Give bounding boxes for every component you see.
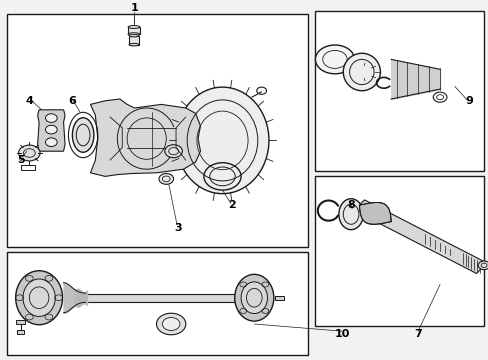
Circle shape	[477, 261, 488, 270]
Text: 3: 3	[174, 223, 182, 233]
Polygon shape	[359, 202, 390, 224]
Ellipse shape	[129, 34, 139, 37]
Ellipse shape	[343, 53, 380, 91]
Circle shape	[45, 114, 57, 122]
Circle shape	[315, 45, 354, 74]
Circle shape	[159, 174, 173, 184]
Circle shape	[45, 138, 57, 147]
Bar	[7, 252, 307, 355]
Bar	[16, 320, 25, 324]
Ellipse shape	[234, 274, 273, 321]
Text: 7: 7	[413, 329, 421, 339]
Ellipse shape	[338, 199, 363, 230]
Circle shape	[19, 145, 40, 161]
Ellipse shape	[129, 43, 139, 46]
Bar	[7, 14, 307, 247]
Polygon shape	[354, 200, 486, 274]
Ellipse shape	[128, 33, 140, 36]
Ellipse shape	[72, 118, 94, 152]
Bar	[275, 296, 284, 300]
Ellipse shape	[23, 279, 55, 316]
Bar	[17, 330, 24, 334]
Ellipse shape	[176, 87, 268, 194]
Text: 4: 4	[25, 96, 33, 106]
Circle shape	[45, 125, 57, 134]
Circle shape	[164, 145, 182, 158]
Bar	[315, 176, 483, 326]
Text: 5: 5	[17, 155, 24, 165]
Polygon shape	[90, 99, 200, 176]
Bar	[315, 11, 483, 171]
Circle shape	[162, 318, 180, 330]
Ellipse shape	[241, 282, 267, 314]
Ellipse shape	[16, 271, 62, 325]
Polygon shape	[38, 110, 65, 151]
Circle shape	[156, 313, 185, 335]
Text: 10: 10	[334, 329, 349, 339]
Bar	[85, 294, 251, 302]
Text: 8: 8	[346, 200, 354, 210]
Text: 9: 9	[465, 96, 472, 106]
Ellipse shape	[128, 26, 140, 28]
Bar	[128, 27, 140, 34]
Text: 6: 6	[68, 96, 76, 106]
Bar	[129, 36, 139, 45]
Text: 2: 2	[228, 200, 236, 210]
Text: 1: 1	[130, 3, 138, 13]
